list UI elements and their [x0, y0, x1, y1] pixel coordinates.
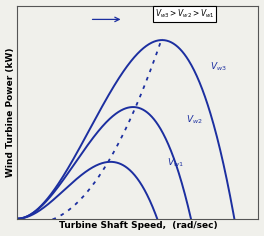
X-axis label: Turbine Shaft Speed,  (rad/sec): Turbine Shaft Speed, (rad/sec)	[59, 221, 217, 230]
Text: $V_{w3}>V_{w2}>V_{w1}$: $V_{w3}>V_{w2}>V_{w1}$	[155, 8, 214, 20]
Text: $V_{w3}$: $V_{w3}$	[210, 60, 227, 73]
Text: $V_{w1}$: $V_{w1}$	[167, 156, 184, 169]
Y-axis label: Wind Turbine Power (kW): Wind Turbine Power (kW)	[6, 47, 15, 177]
Text: $V_{w2}$: $V_{w2}$	[186, 114, 203, 126]
